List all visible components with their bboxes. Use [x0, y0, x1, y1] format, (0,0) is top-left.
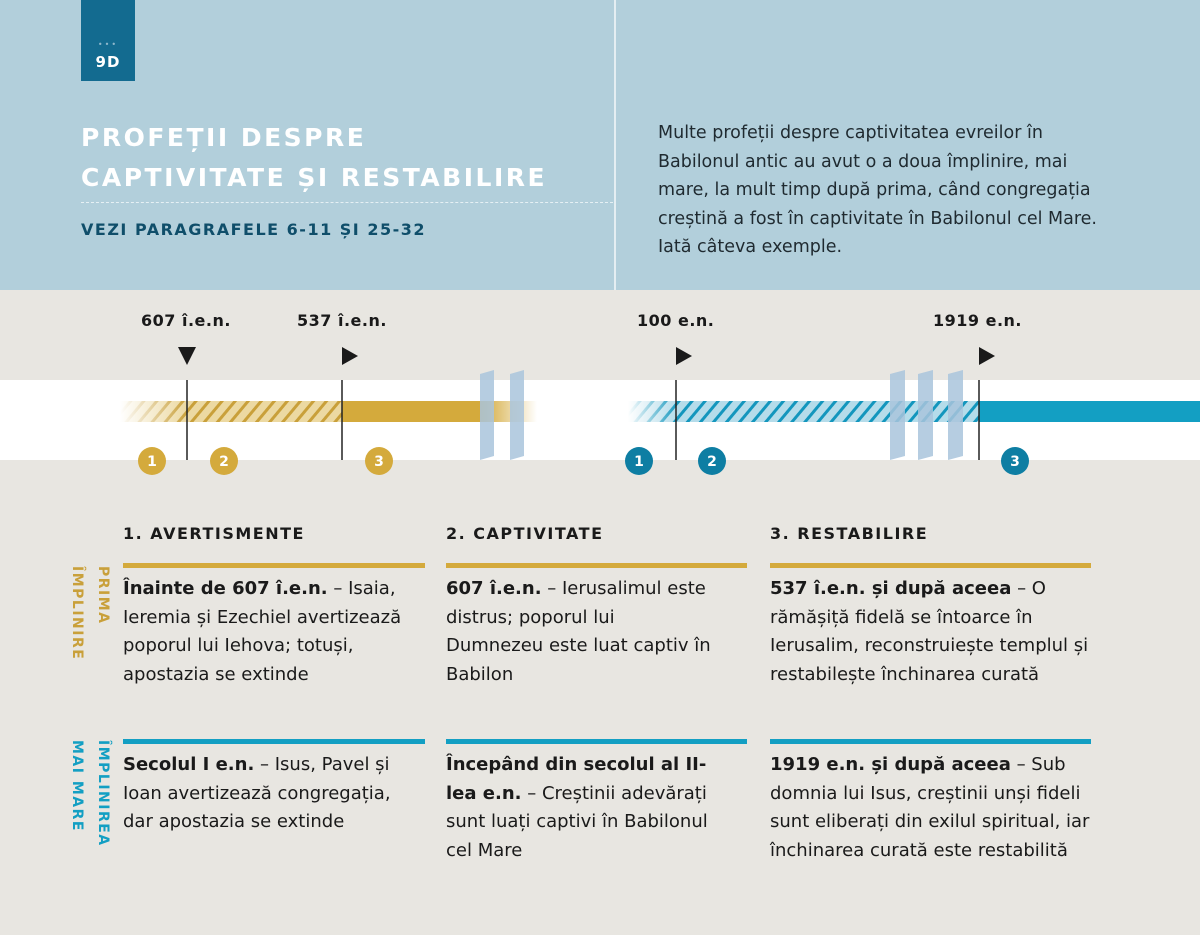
blue-rule	[770, 739, 1091, 744]
cell-text: – Isus, Pavel și Ioan avertizează congre…	[123, 754, 391, 832]
cell-date: 607 î.e.n.	[446, 578, 542, 599]
break-mark	[510, 370, 524, 460]
step-number: 2	[707, 454, 717, 470]
intro-text: Multe profeții despre captivitatea evrei…	[658, 123, 1097, 257]
cell-first-captivity: 607 î.e.n. – Ierusalimul este distrus; p…	[446, 575, 716, 689]
cell-date: 1919 e.n. și după aceea	[770, 754, 1011, 775]
timeline: 1 2 3 1 2 3	[120, 347, 1200, 475]
cell-date: Secolul I e.n.	[123, 754, 255, 775]
cell-text: – Isaia, Ieremia și Ezechiel avertizează…	[123, 578, 402, 685]
row-label-first: PRIMA ÎMPLINIRE	[64, 566, 116, 660]
gold-solid-bar	[342, 401, 482, 422]
play-arrow-icon	[676, 347, 692, 365]
step-number: 1	[634, 454, 644, 470]
step-circle	[1001, 447, 1029, 475]
date-label: 537 î.e.n.	[297, 311, 387, 330]
cell-greater-restoration: 1919 e.n. și după aceea – Sub domnia lui…	[770, 751, 1095, 865]
label-line: ÎMPLINIRE	[69, 566, 85, 661]
page-title: PROFEȚII DESPRE CAPTIVITATE ȘI RESTABILI…	[81, 118, 547, 198]
cell-date: Începând din secolul al II-lea e.n.	[446, 754, 707, 804]
title-line: PROFEȚII DESPRE	[81, 123, 367, 152]
column-header: 2. CAPTIVITATE	[446, 524, 604, 543]
label-line: PRIMA	[95, 566, 111, 625]
cell-text: – Creștinii adevărați sunt luați captivi…	[446, 782, 708, 861]
date-label: 607 î.e.n.	[141, 311, 231, 330]
gold-rule	[446, 563, 747, 568]
step-circle	[210, 447, 238, 475]
bar-fade	[628, 401, 678, 422]
break-mark	[480, 370, 494, 460]
gold-rule	[770, 563, 1091, 568]
step-circle	[365, 447, 393, 475]
cell-greater-captivity: Începând din secolul al II-lea e.n. – Cr…	[446, 751, 708, 865]
blue-solid-bar	[979, 401, 1200, 422]
badge-dots: •••	[97, 40, 119, 49]
dashed-divider	[81, 202, 613, 203]
break-mark	[918, 370, 933, 460]
step-number: 3	[1010, 454, 1020, 470]
column-header: 1. AVERTISMENTE	[123, 524, 305, 543]
badge-number: 9D	[95, 53, 121, 71]
cell-date: Înainte de 607 î.e.n.	[123, 578, 328, 599]
step-circle	[698, 447, 726, 475]
blue-rule	[446, 739, 747, 744]
title-line: CAPTIVITATE ȘI RESTABILIRE	[81, 163, 548, 192]
play-arrow-icon	[979, 347, 995, 365]
cell-text: – Sub domnia lui Isus, creștinii unși fi…	[770, 754, 1090, 861]
label-line: ÎMPLINIREA	[95, 740, 111, 847]
cell-first-restoration: 537 î.e.n. și după aceea – O rămășiță fi…	[770, 575, 1095, 689]
step-circle	[138, 447, 166, 475]
step-number: 3	[374, 454, 384, 470]
cell-first-warnings: Înainte de 607 î.e.n. – Isaia, Ieremia ș…	[123, 575, 423, 689]
label-line: MAI MARE	[69, 740, 85, 832]
cell-greater-warnings: Secolul I e.n. – Isus, Pavel și Ioan ave…	[123, 751, 423, 837]
date-label: 100 e.n.	[637, 311, 715, 330]
break-mark	[948, 370, 963, 460]
subtitle: VEZI PARAGRAFELE 6-11 ȘI 25-32	[81, 220, 426, 239]
blue-rule	[123, 739, 425, 744]
section-badge: ••• 9D	[81, 0, 135, 81]
gold-rule	[123, 563, 425, 568]
play-arrow-icon	[342, 347, 358, 365]
header: ••• 9D PROFEȚII DESPRE CAPTIVITATE ȘI RE…	[0, 0, 1200, 290]
bar-fade	[120, 401, 187, 422]
date-label: 1919 e.n.	[933, 311, 1022, 330]
column-header: 3. RESTABILIRE	[770, 524, 929, 543]
down-arrow-icon	[178, 347, 196, 365]
step-circle	[625, 447, 653, 475]
cell-date: 537 î.e.n. și după aceea	[770, 578, 1012, 599]
step-number: 1	[147, 454, 157, 470]
row-label-greater: ÎMPLINIREA MAI MARE	[64, 740, 116, 847]
break-mark	[890, 370, 905, 460]
step-number: 2	[219, 454, 229, 470]
cell-text: – Ierusalimul este distrus; poporul lui …	[446, 578, 711, 685]
cell-text: – O rămășiță fidelă se întoarce în Ierus…	[770, 578, 1089, 685]
divider	[614, 0, 616, 290]
